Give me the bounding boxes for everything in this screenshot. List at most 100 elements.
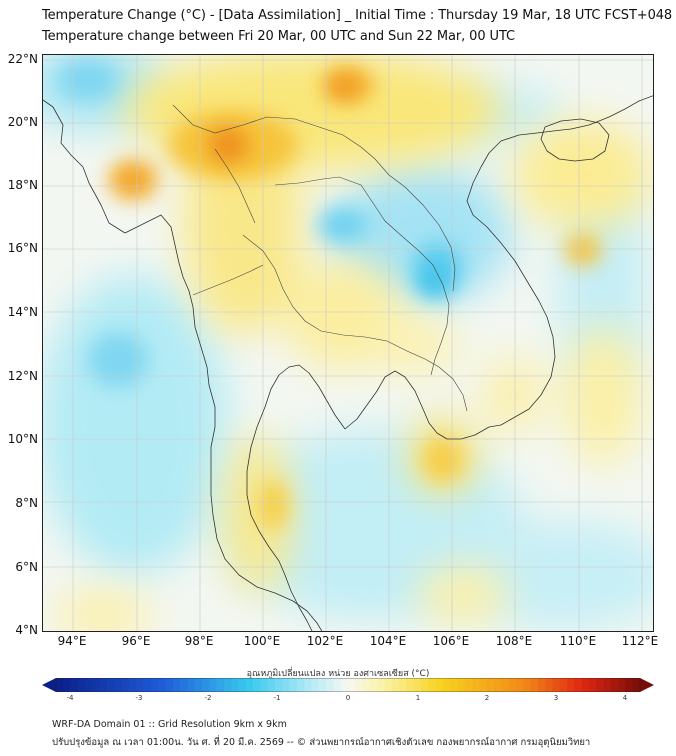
colorbar-cell	[121, 678, 130, 692]
borders	[172, 104, 468, 412]
colorbar-cell	[238, 678, 247, 692]
colorbar-cell	[581, 678, 590, 692]
colorbar-cell	[588, 678, 597, 692]
lon-label-100e: 100°E	[243, 634, 281, 648]
colorbar-cell	[486, 678, 495, 692]
colorbar-cell	[501, 678, 509, 692]
colorbar-tick: 0	[345, 694, 351, 702]
colorbar-cell	[150, 678, 159, 692]
colorbar-max-arrow	[640, 678, 654, 692]
colorbar-cell	[625, 678, 633, 692]
colorbar-cell	[245, 678, 254, 692]
colorbar-cell	[559, 678, 568, 692]
colorbar-cell	[107, 678, 115, 692]
colorbar-cell	[267, 678, 276, 692]
lon-label-102e: 102°E	[306, 634, 344, 648]
map-subtitle: Temperature change between Fri 20 Mar, 0…	[42, 29, 516, 44]
colorbar-cell	[165, 678, 174, 692]
lat-label-6n: 6°N	[15, 560, 38, 574]
colorbar-cell	[253, 678, 261, 692]
lon-label-110e: 110°E	[559, 634, 597, 648]
colorbar-cell	[216, 678, 225, 692]
colorbar-cell	[282, 678, 290, 692]
lat-label-8n: 8°N	[15, 496, 38, 510]
colorbar-cell	[537, 678, 546, 692]
colorbar-cell	[450, 678, 458, 692]
colorbar-cell	[275, 678, 283, 692]
colorbar-cell	[180, 678, 188, 692]
footer-credit: ปรับปรุงข้อมูล ณ เวลา 01:00น. วัน ศ. ที่…	[52, 737, 591, 748]
colorbar-cell	[479, 678, 487, 692]
colorbar-tick: -3	[135, 694, 143, 702]
colorbar-cell	[92, 678, 101, 692]
colorbar-cell	[209, 678, 217, 692]
colorbar-min-arrow	[42, 678, 56, 692]
colorbar-cell	[421, 678, 429, 692]
lat-label-16n: 16°N	[7, 241, 38, 255]
colorbar-cell	[311, 678, 320, 692]
colorbar-cell	[158, 678, 166, 692]
colorbar-cell	[99, 678, 108, 692]
colorbar-cell	[530, 678, 539, 692]
footer-model-info: WRF-DA Domain 01 :: Grid Resolution 9km …	[52, 719, 287, 730]
colorbar-cell	[494, 678, 502, 692]
colorbar-cell	[610, 678, 619, 692]
colorbar-cell	[632, 678, 641, 692]
colorbar-cell	[223, 678, 232, 692]
colorbar-cell	[596, 678, 604, 692]
colorbar-tick: -2	[204, 694, 212, 702]
lon-label-108e: 108°E	[495, 634, 533, 648]
map-title: Temperature Change (°C) - [Data Assimila…	[42, 8, 673, 23]
graticule	[43, 55, 653, 631]
coastlines	[43, 95, 653, 631]
lon-label-112e: 112°E	[621, 634, 659, 648]
lon-label-94e: 94°E	[57, 634, 87, 648]
colorbar-cell	[391, 678, 400, 692]
colorbar-cell	[318, 678, 327, 692]
colorbar-cell	[348, 678, 356, 692]
colorbar-cell	[355, 678, 363, 692]
colorbar-cell	[136, 678, 144, 692]
colorbar-cell	[114, 678, 122, 692]
colorbar-cell	[435, 678, 444, 692]
lat-label-10n: 10°N	[7, 432, 38, 446]
colorbar-tick: 1	[415, 694, 421, 702]
colorbar-cell	[545, 678, 553, 692]
lat-label-18n: 18°N	[7, 178, 38, 192]
lon-label-106e: 106°E	[432, 634, 470, 648]
colorbar-cell	[472, 678, 480, 692]
colorbar-cell	[377, 678, 385, 692]
colorbar-cell	[442, 678, 451, 692]
colorbar-cell	[523, 678, 531, 692]
colorbar-cell	[362, 678, 371, 692]
colorbar-cell	[457, 678, 466, 692]
colorbar-cell	[515, 678, 524, 692]
colorbar-cell	[369, 678, 378, 692]
colorbar-cell	[384, 678, 393, 692]
lon-label-104e: 104°E	[369, 634, 407, 648]
colorbar-cell	[464, 678, 473, 692]
colorbar-tick: -1	[273, 694, 281, 702]
colorbar-cell	[260, 678, 268, 692]
lon-label-96e: 96°E	[121, 634, 151, 648]
colorbar-cell	[304, 678, 312, 692]
lon-label-98e: 98°E	[184, 634, 214, 648]
colorbar-cell	[333, 678, 341, 692]
colorbar-cell	[567, 678, 575, 692]
temperature-change-map	[42, 54, 654, 632]
colorbar-tick: 2	[484, 694, 490, 702]
lat-label-20n: 20°N	[7, 115, 38, 129]
colorbar-cell	[63, 678, 71, 692]
colorbar-cell	[187, 678, 195, 692]
colorbar-cell	[296, 678, 305, 692]
colorbar-cell	[143, 678, 152, 692]
map-canvas	[43, 55, 653, 631]
colorbar-tick: 3	[553, 694, 559, 702]
colorbar-outline	[55, 678, 641, 692]
colorbar-cell	[326, 678, 334, 692]
colorbar-cell	[399, 678, 407, 692]
colorbar-cell	[552, 678, 560, 692]
colorbar-cell	[406, 678, 414, 692]
colorbar-tick: -4	[66, 694, 74, 702]
lat-label-4n: 4°N	[15, 623, 38, 637]
